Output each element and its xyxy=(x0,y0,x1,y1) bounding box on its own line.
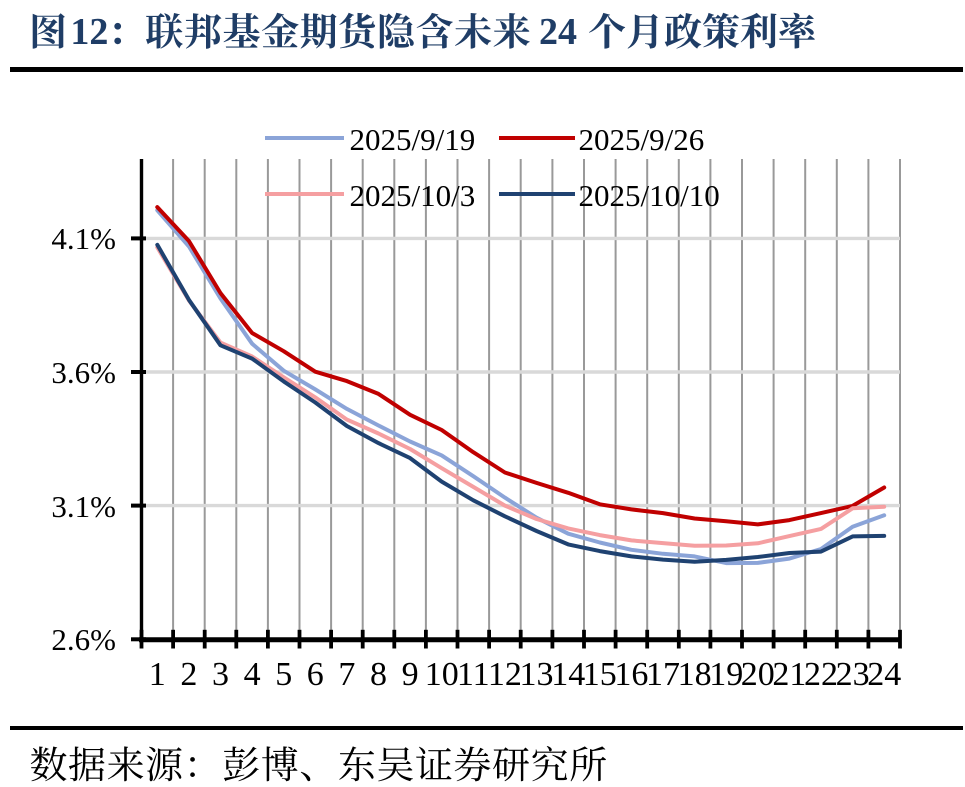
svg-text:24: 24 xyxy=(539,11,577,53)
svg-text:12: 12 xyxy=(70,11,108,53)
